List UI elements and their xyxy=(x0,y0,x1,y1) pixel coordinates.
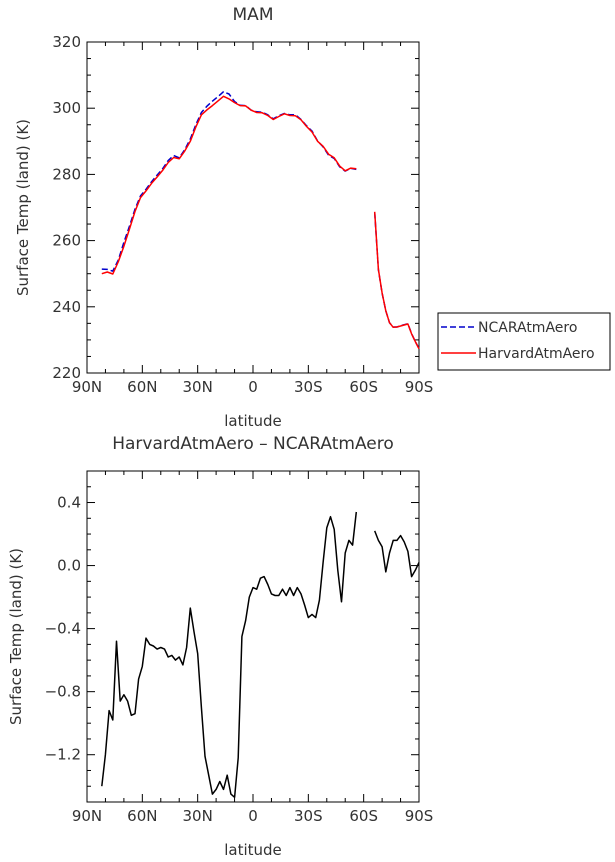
bottom-x-axis-label: latitude xyxy=(224,841,282,859)
bottom-y-tick-label: −0.4 xyxy=(45,620,81,638)
legend-box xyxy=(437,312,611,371)
bottom-x-tick-label: 90N xyxy=(72,807,102,825)
bottom-x-tick-label: 30N xyxy=(183,807,213,825)
bottom-y-tick-label: −1.2 xyxy=(45,746,81,764)
top-series-line-harvardatmaero xyxy=(373,211,420,350)
top-x-tick-label: 90N xyxy=(72,378,102,396)
legend: NCARAtmAero HarvardAtmAero xyxy=(437,312,611,371)
top-x-axis-label: latitude xyxy=(224,412,282,430)
top-y-tick-label: 320 xyxy=(52,33,81,51)
top-y-tick-label: 280 xyxy=(52,165,81,183)
top-panel: MAM 90N 60N 30N 0 30S 60S 90S 220 240 260 280 300 32… xyxy=(14,5,611,430)
bottom-series-group xyxy=(101,511,420,799)
top-x-tick-label: 90S xyxy=(405,378,434,396)
top-x-tick-label: 0 xyxy=(248,378,258,396)
bottom-panel: HarvardAtmAero – NCARAtmAero 90N 60N 30N 0 3… xyxy=(7,434,433,859)
bottom-plot-frame xyxy=(86,470,420,803)
bottom-x-tick-label: 60N xyxy=(127,807,157,825)
bottom-x-tick-label: 60S xyxy=(349,807,378,825)
top-series-line-ncaratmaero xyxy=(101,90,357,272)
bottom-x-tick-label: 0 xyxy=(248,807,258,825)
bottom-y-axis-label: Surface Temp (land) (K) xyxy=(7,548,25,725)
top-chart-title: MAM xyxy=(233,5,274,25)
top-y-tick-label: 300 xyxy=(52,99,81,117)
top-axis-ticks: 90N 60N 30N 0 30S 60S 90S 220 240 260 280 300 320 xyxy=(52,33,433,396)
bottom-x-tick-label: 90S xyxy=(405,807,434,825)
top-y-axis-label: Surface Temp (land) (K) xyxy=(14,119,32,296)
legend-label-ncar: NCARAtmAero xyxy=(478,320,577,336)
top-x-tick-label: 60S xyxy=(349,378,378,396)
top-series-group xyxy=(101,90,420,350)
bottom-series-line-difference xyxy=(374,530,420,578)
legend-label-harvard: HarvardAtmAero xyxy=(478,346,595,362)
top-x-tick-label: 60N xyxy=(127,378,157,396)
bottom-y-tick-label: 0.0 xyxy=(57,557,81,575)
bottom-x-tick-label: 30S xyxy=(294,807,323,825)
bottom-axis-ticks: 90N 60N 30N 0 30S 60S 90S −1.2 −0.8 −0.4 0.0 0.4 xyxy=(45,470,434,825)
top-y-tick-label: 260 xyxy=(52,232,81,250)
bottom-chart-title: HarvardAtmAero – NCARAtmAero xyxy=(112,434,394,454)
bottom-series-line-difference xyxy=(101,511,358,799)
top-series-line-harvardatmaero xyxy=(101,95,357,275)
top-x-tick-label: 30S xyxy=(294,378,323,396)
bottom-y-tick-label: 0.4 xyxy=(57,494,81,512)
top-x-tick-label: 30N xyxy=(183,378,213,396)
top-series-line-ncaratmaero xyxy=(373,212,420,349)
top-y-tick-label: 240 xyxy=(52,298,81,316)
bottom-y-tick-label: −0.8 xyxy=(45,683,81,701)
top-y-tick-label: 220 xyxy=(52,364,81,382)
